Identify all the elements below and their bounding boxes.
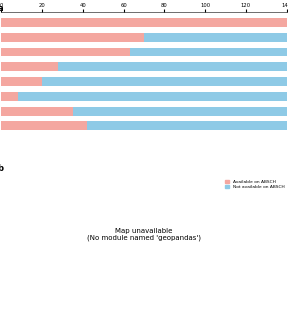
Bar <box>130 48 287 56</box>
Bar <box>1 92 18 101</box>
Bar <box>144 33 287 42</box>
Text: b: b <box>0 164 3 173</box>
Text: a: a <box>0 4 3 13</box>
Bar <box>1 121 87 130</box>
Bar <box>1 62 58 71</box>
Bar <box>1 18 287 27</box>
Bar <box>73 107 287 115</box>
Bar <box>1 33 144 42</box>
Bar <box>1 48 130 56</box>
Text: Map unavailable
(No module named 'geopandas'): Map unavailable (No module named 'geopan… <box>87 228 201 241</box>
Bar <box>42 77 287 86</box>
Bar <box>1 107 73 115</box>
Bar <box>58 62 287 71</box>
Bar <box>1 77 42 86</box>
Bar <box>18 92 287 101</box>
Legend: Available on ABSCH, Not available on ABSCH: Available on ABSCH, Not available on ABS… <box>225 180 284 189</box>
Bar <box>87 121 287 130</box>
